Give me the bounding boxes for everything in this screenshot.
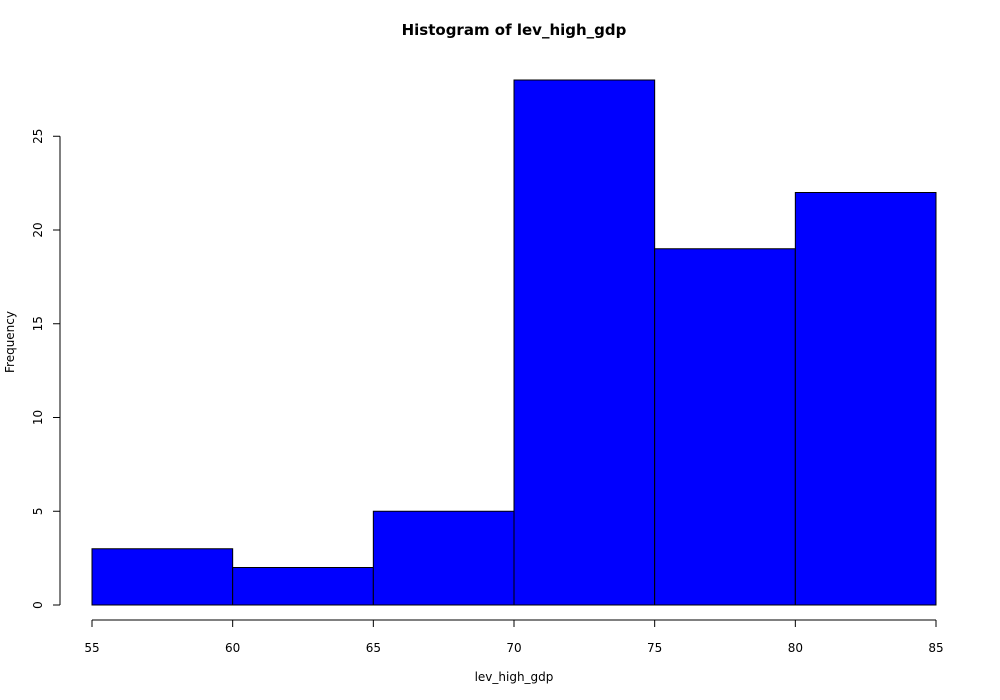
histogram-bar-65-70	[372, 510, 515, 606]
x-tick-label: 55	[84, 641, 99, 655]
histogram-bar-75-80	[654, 248, 796, 606]
x-tick-label: 75	[647, 641, 662, 655]
y-tick-label: 5	[31, 507, 45, 515]
x-tick-label: 85	[928, 641, 943, 655]
y-tick-label: 20	[31, 222, 45, 237]
x-tick-label: 65	[366, 641, 381, 655]
x-axis: 55 60 65 70 75 80 85	[84, 619, 944, 655]
y-axis-label: Frequency	[3, 311, 17, 373]
histogram-bar-80-85	[794, 192, 937, 606]
y-tick-label: 0	[31, 601, 45, 609]
x-tick-label: 60	[225, 641, 240, 655]
chart-title: Histogram of lev_high_gdp	[402, 21, 627, 39]
bars-layer	[91, 79, 937, 606]
y-tick-label: 25	[31, 129, 45, 144]
y-tick-label: 15	[31, 316, 45, 331]
y-axis: 0 5 10 15 20 25	[31, 129, 61, 609]
x-tick-label: 70	[506, 641, 521, 655]
histogram-bar-55-60	[91, 548, 234, 606]
x-tick-label: 80	[788, 641, 803, 655]
x-axis-label: lev_high_gdp	[475, 670, 554, 684]
histogram-bar-60-65	[232, 567, 374, 606]
histogram-bar-70-75	[513, 79, 656, 606]
y-tick-label: 10	[31, 410, 45, 425]
